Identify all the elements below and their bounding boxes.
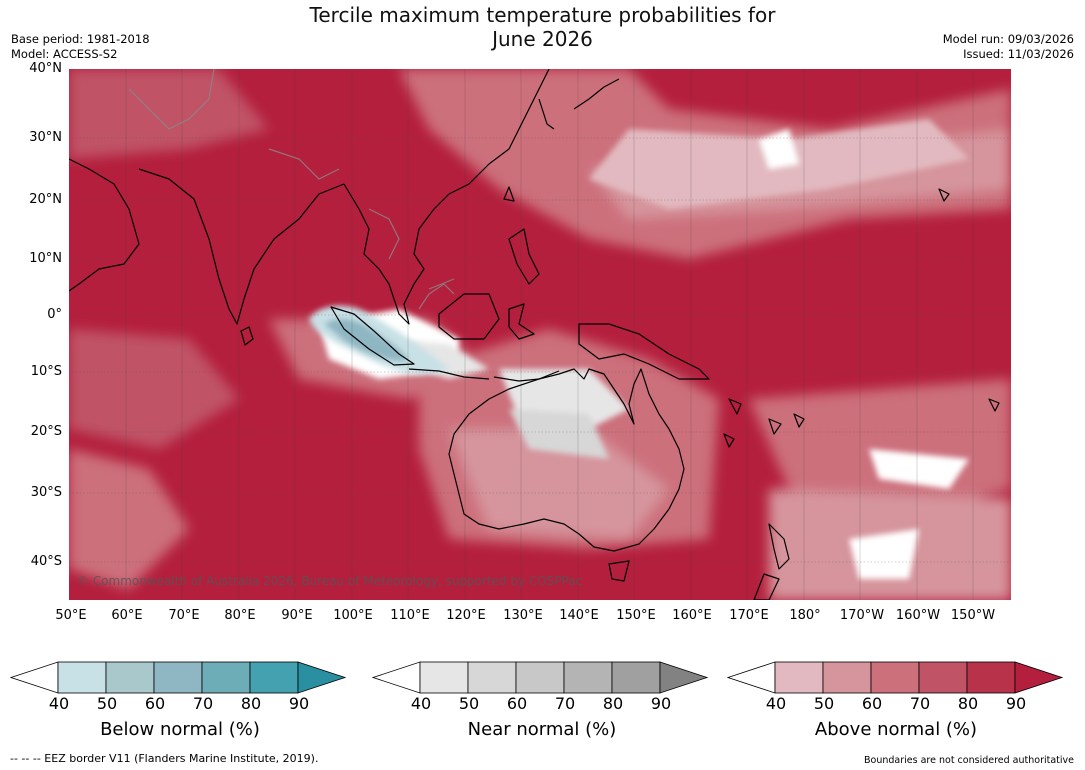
colorbar-segment	[153, 661, 203, 694]
cb-below-tick: 80	[240, 694, 262, 713]
base-period: Base period: 1981-2018	[11, 32, 150, 46]
cb-near-tick: 50	[458, 694, 480, 713]
lat-label: 10°N	[29, 251, 62, 266]
colorbar-segment	[467, 661, 517, 694]
cb-below-title: Below normal (%)	[100, 719, 260, 740]
lat-label: 0°	[47, 307, 62, 322]
cb-above-title: Above normal (%)	[814, 719, 978, 740]
meta-right: Model run: 09/03/2026 Issued: 11/03/2026	[943, 32, 1074, 62]
lat-label: 20°S	[30, 424, 62, 439]
shading-50	[319, 119, 969, 579]
colorbar-extend-low	[726, 661, 776, 694]
cb-near-title: Near normal (%)	[467, 719, 617, 740]
lon-label: 90°E	[281, 608, 313, 623]
cb-below-tick: 70	[192, 694, 214, 713]
lon-label: 160°W	[895, 608, 941, 623]
lat-label: 40°N	[29, 61, 62, 76]
colorbar-near-svg	[371, 661, 709, 694]
cb-below-tick: 50	[96, 694, 118, 713]
lon-label: 110°E	[390, 608, 430, 623]
colorbar-segment	[419, 661, 469, 694]
lat-label: 10°S	[30, 364, 62, 379]
model-run: Model run: 09/03/2026	[942, 32, 1074, 46]
colorbar-segment	[774, 661, 824, 694]
authority-note: Boundaries are not considered authoritat…	[864, 755, 1074, 766]
lat-label: 30°N	[29, 130, 62, 145]
lon-label: 170°W	[839, 608, 885, 623]
cb-above-tick: 40	[765, 694, 787, 713]
colorbar-segment	[822, 661, 872, 694]
cb-above-tick: 90	[1005, 694, 1027, 713]
cb-near-tick: 80	[602, 694, 624, 713]
colorbar-segment	[870, 661, 920, 694]
colorbar-segment	[918, 661, 968, 694]
coastlines	[69, 69, 1000, 600]
lat-label: 20°N	[29, 192, 62, 207]
cb-near-tick: 90	[650, 694, 672, 713]
lon-label: 60°E	[111, 608, 143, 623]
copyright-notice: © Commonwealth of Australia 2026, Bureau…	[77, 574, 583, 588]
colorbar-extend-high	[659, 661, 709, 694]
lon-label: 150°W	[950, 608, 996, 623]
cb-above-tick: 60	[861, 694, 883, 713]
lon-label: 80°E	[224, 608, 256, 623]
colorbar-above	[726, 660, 1067, 695]
graticule	[69, 69, 1011, 563]
cb-near-tick: 60	[506, 694, 528, 713]
issued-date: Issued: 11/03/2026	[963, 47, 1074, 61]
title-line-2: June 2026	[492, 27, 593, 51]
meridians	[125, 69, 974, 600]
cb-below-tick: 40	[48, 694, 70, 713]
colorbar-extend-low	[371, 661, 421, 694]
lon-label: 130°E	[503, 608, 543, 623]
colorbar-segment	[249, 661, 299, 694]
cb-above-tick: 80	[957, 694, 979, 713]
map-title: Tercile maximum temperature probabilitie…	[0, 3, 1085, 51]
cb-above-tick: 70	[909, 694, 931, 713]
eez-borders	[128, 69, 455, 310]
model-name: Model: ACCESS-S2	[11, 47, 118, 61]
colorbar-segment	[611, 661, 661, 694]
colorbar-extend-high	[1014, 661, 1064, 694]
lon-label: 150°E	[616, 608, 656, 623]
colorbar-segment	[57, 661, 107, 694]
colorbar-segment	[515, 661, 565, 694]
colorbar-segment	[563, 661, 613, 694]
lon-label: 50°E	[55, 608, 87, 623]
colorbar-below-svg	[9, 661, 347, 694]
colorbar-near	[371, 660, 712, 695]
colorbar-below	[9, 660, 350, 695]
cb-above-tick: 50	[813, 694, 835, 713]
lat-label: 30°S	[30, 485, 62, 500]
colorbar-above-svg	[726, 661, 1064, 694]
lon-label: 180°	[789, 608, 821, 623]
lon-label: 140°E	[559, 608, 599, 623]
title-line-1: Tercile maximum temperature probabilitie…	[309, 3, 776, 27]
colorbar-segment	[105, 661, 155, 694]
lon-label: 70°E	[168, 608, 200, 623]
lon-label: 170°E	[729, 608, 769, 623]
eez-footnote: -- -- -- EEZ border V11 (Flanders Marine…	[10, 752, 319, 765]
meta-left: Base period: 1981-2018 Model: ACCESS-S2	[11, 32, 150, 62]
tercile-map	[69, 69, 1011, 600]
cb-near-tick: 40	[410, 694, 432, 713]
lon-label: 160°E	[672, 608, 712, 623]
lat-label: 40°S	[30, 554, 62, 569]
colorbar-extend-low	[9, 661, 59, 694]
colorbar-segment	[966, 661, 1016, 694]
cb-below-tick: 90	[288, 694, 310, 713]
colorbar-extend-high	[297, 661, 347, 694]
colorbar-segment	[201, 661, 251, 694]
cb-near-tick: 70	[554, 694, 576, 713]
lon-label: 100°E	[333, 608, 373, 623]
cb-below-tick: 60	[144, 694, 166, 713]
lon-label: 120°E	[446, 608, 486, 623]
